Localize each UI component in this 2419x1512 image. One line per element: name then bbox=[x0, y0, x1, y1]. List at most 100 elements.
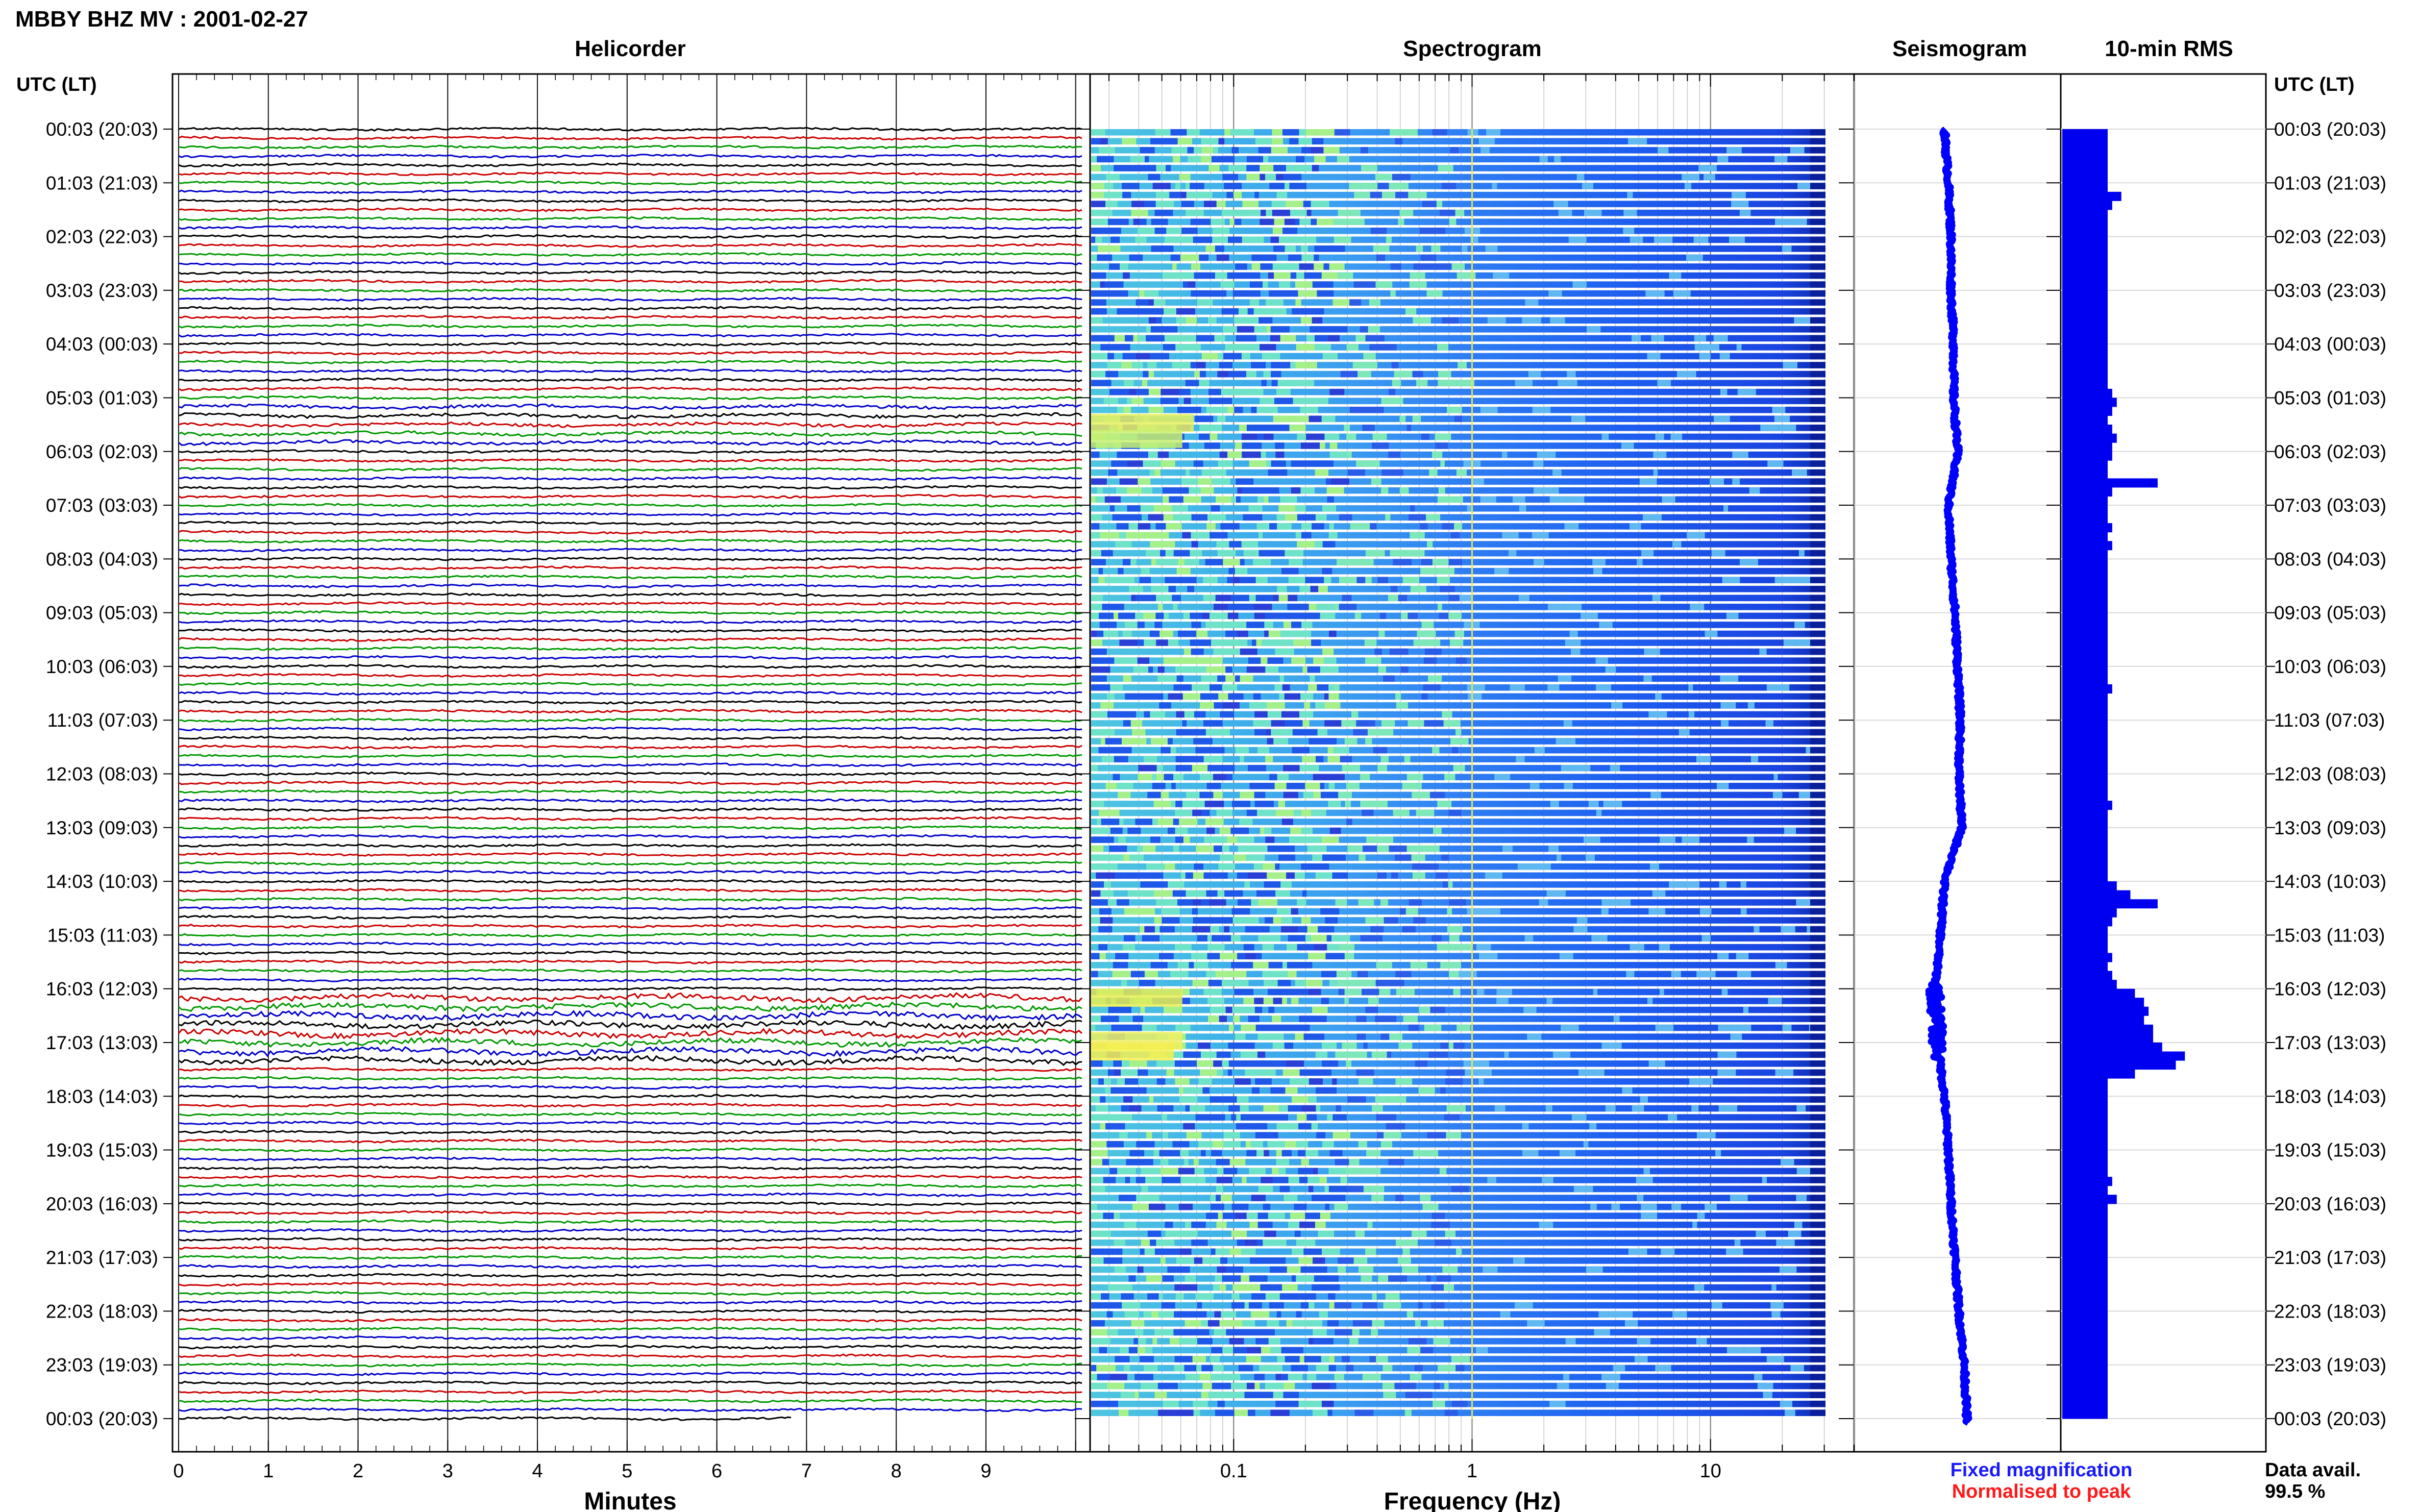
helicorder-trace bbox=[179, 1362, 1082, 1368]
spectrogram-cell bbox=[1210, 684, 1222, 691]
spectrogram-cell bbox=[1223, 1168, 1238, 1175]
helicorder-trace bbox=[178, 1129, 1082, 1135]
spectrogram-cell bbox=[1196, 630, 1208, 637]
spectrogram-cell bbox=[1365, 657, 1381, 664]
spectrogram-cell bbox=[1501, 451, 1508, 458]
helicorder-trace bbox=[178, 762, 1082, 767]
spectrogram-cell bbox=[1694, 344, 1701, 351]
helicorder-trace bbox=[178, 127, 1082, 132]
spectrogram-cell bbox=[1309, 1338, 1314, 1345]
spectrogram-cell bbox=[1226, 1329, 1243, 1336]
spectrogram-cell bbox=[1381, 720, 1395, 727]
spectrogram-cell bbox=[1290, 1078, 1309, 1085]
spectrogram-cell bbox=[1200, 487, 1214, 494]
spectrogram-cell bbox=[1159, 1150, 1174, 1157]
spectrogram-cell bbox=[1710, 478, 1724, 485]
spectrogram-cell bbox=[1782, 245, 1792, 252]
spectrogram-cell bbox=[1294, 1230, 1301, 1237]
spectrogram-cell bbox=[1437, 344, 1449, 351]
spectrogram-cell bbox=[1228, 236, 1242, 243]
spectrogram-cell bbox=[1266, 1132, 1278, 1138]
spectrogram-cell bbox=[1810, 783, 1825, 789]
spectrogram-cell bbox=[1190, 550, 1202, 557]
spectrogram-cell bbox=[1162, 1114, 1167, 1121]
spectrogram-cell bbox=[1267, 657, 1283, 664]
spectrogram-cell bbox=[1223, 1096, 1237, 1103]
spectrogram-cell bbox=[1810, 1248, 1825, 1255]
spectrogram-cell bbox=[1125, 693, 1133, 700]
spectrogram-cell bbox=[1810, 1042, 1825, 1049]
helicorder-trace bbox=[178, 421, 1082, 428]
spectrogram-cell bbox=[1334, 1374, 1344, 1380]
y-tick-label-left: 02:03 (22:03) bbox=[46, 227, 158, 247]
spectrogram-x-tick-label: 10 bbox=[1700, 1460, 1721, 1482]
helicorder-trace bbox=[178, 538, 1082, 543]
spectrogram-cell bbox=[1235, 1033, 1246, 1040]
spectrogram-cell bbox=[1278, 236, 1298, 243]
spectrogram-cell bbox=[1211, 639, 1224, 646]
spectrogram-cell bbox=[1649, 863, 1659, 870]
spectrogram-cell bbox=[1105, 1087, 1111, 1094]
spectrogram-cell bbox=[1410, 272, 1425, 279]
spectrogram-cell bbox=[1309, 1185, 1314, 1193]
spectrogram-cell bbox=[1298, 1123, 1312, 1130]
spectrogram-cell bbox=[1276, 1311, 1281, 1318]
spectrogram-cell bbox=[1370, 228, 1387, 234]
spectrogram-cell bbox=[1229, 1374, 1241, 1380]
spectrogram-cell bbox=[1398, 594, 1408, 602]
spectrogram-cell bbox=[1212, 935, 1231, 941]
spectrogram-cell bbox=[1257, 496, 1264, 503]
spectrogram-cell bbox=[1453, 988, 1461, 996]
spectrogram-cell bbox=[1327, 756, 1340, 762]
spectrogram-row bbox=[1091, 505, 1825, 512]
spectrogram-cell bbox=[1310, 308, 1324, 315]
spectrogram-row bbox=[1091, 998, 1825, 1004]
spectrogram-row bbox=[1091, 1150, 1825, 1157]
spectrogram-cell bbox=[1450, 738, 1469, 745]
spectrogram-cell bbox=[1810, 425, 1825, 431]
spectrogram-cell bbox=[1150, 836, 1161, 843]
spectrogram-cell bbox=[1230, 129, 1246, 136]
spectrogram-cell bbox=[1122, 630, 1132, 637]
spectrogram-cell bbox=[1124, 1311, 1140, 1318]
spectrogram-cell bbox=[1637, 559, 1643, 565]
spectrogram-cell bbox=[1390, 398, 1403, 405]
spectrogram-cell bbox=[1196, 335, 1215, 342]
spectrogram-cell bbox=[1158, 1311, 1174, 1318]
spectrogram-row bbox=[1091, 1195, 1825, 1201]
spectrogram-cell bbox=[1190, 218, 1197, 226]
spectrogram-cell bbox=[1199, 1374, 1211, 1380]
spectrogram-cell bbox=[1195, 747, 1206, 754]
spectrogram-cell bbox=[1141, 567, 1150, 575]
y-tick-label-left: 05:03 (01:03) bbox=[46, 387, 158, 408]
spectrogram-cell bbox=[1254, 729, 1266, 736]
spectrogram-cell bbox=[1249, 299, 1260, 306]
spectrogram-cell bbox=[1309, 738, 1322, 745]
spectrogram-cell bbox=[1183, 398, 1191, 405]
spectrogram-cell bbox=[1413, 263, 1433, 270]
spectrogram-cell bbox=[1370, 191, 1382, 199]
spectrogram-cell bbox=[1091, 550, 1101, 557]
spectrogram-cell bbox=[1275, 1033, 1284, 1040]
spectrogram-cell bbox=[1126, 1159, 1143, 1166]
spectrogram-cell bbox=[1467, 505, 1471, 512]
spectrogram-cell bbox=[1289, 183, 1306, 189]
spectrogram-cell bbox=[1180, 872, 1186, 879]
spectrogram-cell bbox=[1314, 1248, 1322, 1255]
spectrogram-cell bbox=[1267, 872, 1287, 879]
spectrogram-cell bbox=[1299, 1356, 1304, 1362]
spectrogram-cell bbox=[1342, 971, 1352, 978]
spectrogram-cell bbox=[1428, 720, 1444, 727]
spectrogram-cell bbox=[1426, 1275, 1431, 1282]
spectrogram-cell bbox=[1141, 1382, 1158, 1390]
spectrogram-cell bbox=[1549, 1400, 1566, 1407]
spectrogram-cell bbox=[1810, 845, 1825, 852]
spectrogram-cell bbox=[1313, 774, 1329, 781]
spectrogram-cell bbox=[1339, 577, 1357, 583]
spectrogram-cell bbox=[1250, 1114, 1269, 1121]
spectrogram-cell bbox=[1112, 971, 1122, 978]
spectrogram-cell bbox=[1440, 1087, 1446, 1094]
rms-bar bbox=[2062, 1320, 2108, 1330]
spectrogram-cell bbox=[1431, 451, 1443, 458]
